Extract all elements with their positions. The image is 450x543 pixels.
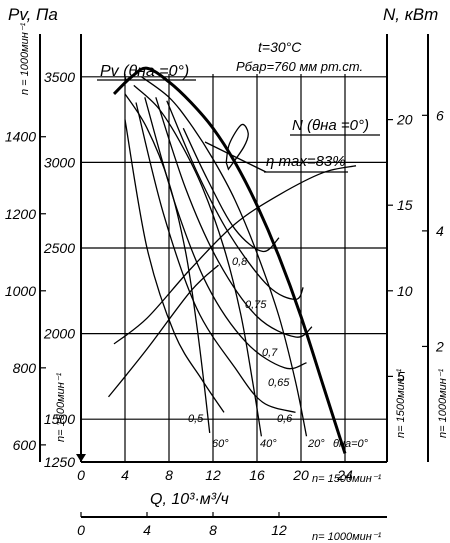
n-1500-tick-label: 5 <box>397 368 405 384</box>
pressure-curve-20deg <box>141 76 308 437</box>
pv-1500-tick-label: 1250 <box>44 454 75 470</box>
eff-label-0-8: 0,8 <box>232 256 248 268</box>
pv-1000-axis-label: n = 1000мин⁻¹ <box>19 22 31 95</box>
pv-axis-title: Pv, Па <box>8 5 58 24</box>
n-1000-axis-label: n= 1000мин⁻¹ <box>437 368 449 438</box>
n-1000-tick-label: 6 <box>436 107 444 123</box>
x-1500-axis-label: n= 1500мин⁻¹ <box>312 473 382 485</box>
x-1000-tick-label: 12 <box>271 522 287 538</box>
pv-1500-tick-label: 2500 <box>43 240 75 256</box>
pressure-curve-60deg <box>124 93 211 433</box>
n-curve-label: N (θна =0°) <box>292 117 369 134</box>
x-1000-axis-label: n= 1000мин⁻¹ <box>312 531 382 543</box>
efficiency-curve-0-75 <box>166 100 304 301</box>
pv-1000-tick-label: 1000 <box>5 283 36 299</box>
pressure-curve-40deg <box>133 84 263 437</box>
pv-1000-tick-label: 1400 <box>5 129 36 145</box>
pressure-label: Pбар=760 мм рт.ст. <box>236 59 363 74</box>
pv-1500-tick-label: 1500 <box>44 411 75 427</box>
x-1000-tick-label: 8 <box>209 522 217 538</box>
efficiency-max-label: η max=83% <box>266 153 346 170</box>
pressure-curve-0deg <box>112 66 347 454</box>
n-1000-tick-label: 2 <box>435 338 444 354</box>
angle-label-40: 40° <box>260 438 277 450</box>
x-1500-tick-label: 8 <box>165 467 173 483</box>
temperature-label: t=30°C <box>258 39 302 55</box>
n-1500-tick-label: 15 <box>397 197 413 213</box>
eff-label-0-75: 0,75 <box>245 299 267 311</box>
angle-label-0: θна=0° <box>333 438 369 450</box>
pv-1000-tick-label: 1200 <box>5 206 36 222</box>
pv-1500-tick-label: 2000 <box>43 326 75 342</box>
x-1500-tick-label: 12 <box>205 467 221 483</box>
x-1000-tick-label: 4 <box>143 522 151 538</box>
eff-label-0-7: 0,7 <box>262 347 278 359</box>
x-1500-tick-label: 0 <box>77 467 85 483</box>
efficiency-curve-0-5 <box>124 119 225 413</box>
efficiency-curve-0-7 <box>155 97 313 338</box>
x-arrow <box>76 454 86 462</box>
x-1000-tick-label: 0 <box>77 522 85 538</box>
power-curve-4 <box>113 165 357 345</box>
angle-label-20: 20° <box>307 438 325 450</box>
x-1500-tick-label: 24 <box>336 467 353 483</box>
x-1500-tick-label: 20 <box>292 467 309 483</box>
efficiency-curve-0-65 <box>144 97 307 370</box>
n-axis-title: N, кВт <box>383 5 438 24</box>
pv-1500-tick-label: 3500 <box>44 69 75 85</box>
x-1500-tick-label: 16 <box>249 467 265 483</box>
n-1500-tick-label: 10 <box>397 283 413 299</box>
n-1500-axis-label: n= 1500мин⁻¹ <box>395 368 407 438</box>
angle-label-60: 60° <box>212 438 229 450</box>
pv-curve-label: Pv (θна =0°) <box>100 63 189 80</box>
pv-1000-tick-label: 800 <box>13 360 37 376</box>
power-curve-5 <box>107 264 219 398</box>
eff-label-leader <box>204 141 267 173</box>
n-1500-tick-label: 20 <box>396 112 413 128</box>
q-axis-title: Q, 10³·м³/ч <box>150 491 229 508</box>
efficiency-curve---max-83- <box>225 123 249 171</box>
n-1000-tick-label: 4 <box>436 223 444 239</box>
eff-label-0-65: 0,65 <box>268 377 290 389</box>
efficiency-curve-0-8 <box>182 127 280 253</box>
x-1500-tick-label: 4 <box>121 467 129 483</box>
pv-1000-tick-label: 600 <box>13 437 37 453</box>
pv-1500-tick-label: 3000 <box>44 154 75 170</box>
pv-1500-axis-label: n= 1500мин⁻¹ <box>55 372 67 442</box>
efficiency-curve-0-6 <box>135 102 296 414</box>
